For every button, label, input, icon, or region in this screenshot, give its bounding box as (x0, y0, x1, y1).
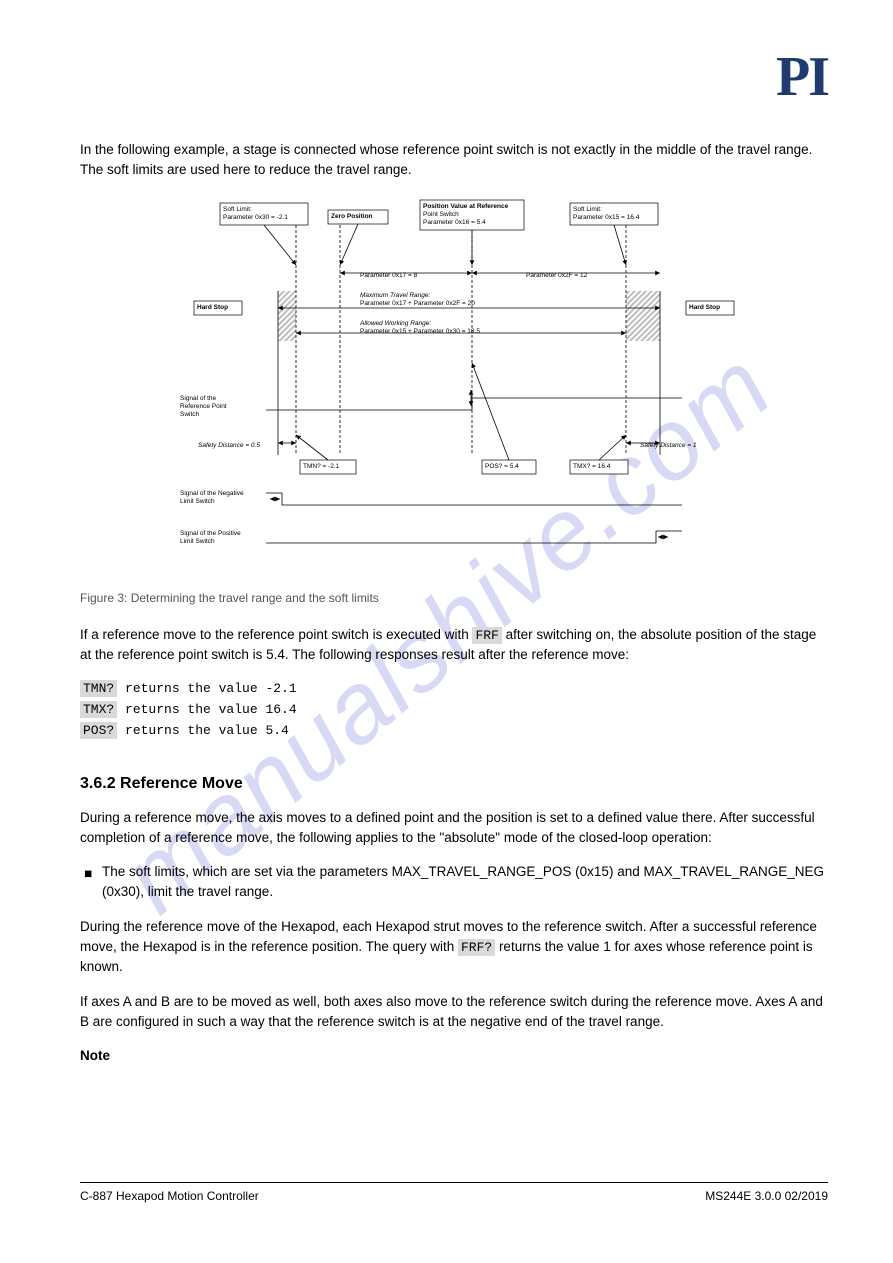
response-list: TMN? returns the value -2.1TMX? returns … (80, 679, 828, 741)
para1-pre: If a reference move to the reference poi… (80, 627, 472, 642)
section-heading-ref-move: 3.6.2 Reference Move (80, 772, 828, 796)
tmx-cmd: TMX? (80, 701, 117, 718)
para-hexapod-ref: During the reference move of the Hexapod… (80, 917, 828, 978)
svg-text:Maximum Travel Range:Parameter: Maximum Travel Range:Parameter 0x17 + Pa… (360, 292, 475, 307)
para-frf-intro: If a reference move to the reference poi… (80, 625, 828, 666)
frf-query-cmd: FRF? (458, 939, 495, 956)
bullet-marker: ■ (84, 864, 92, 884)
tmn-cmd: TMN? (80, 680, 117, 697)
svg-text:Zero Position: Zero Position (331, 213, 373, 220)
para-ref-move-1: During a reference move, the axis moves … (80, 808, 828, 849)
svg-text:Signal of the NegativeLimit Sw: Signal of the NegativeLimit Switch (180, 490, 244, 505)
svg-text:Safety Distance = 1: Safety Distance = 1 (640, 442, 697, 449)
svg-text:Hard Stop: Hard Stop (197, 304, 228, 311)
svg-text:TMN? = -2.1: TMN? = -2.1 (303, 463, 340, 470)
svg-text:Signal of the PositiveLimit Sw: Signal of the PositiveLimit Switch (180, 530, 241, 545)
figure-caption: Figure 3: Determining the travel range a… (80, 589, 828, 607)
svg-text:Hard Stop: Hard Stop (689, 304, 720, 311)
svg-text:Allowed Working Range:Paramete: Allowed Working Range:Parameter 0x15 + P… (359, 320, 480, 335)
svg-text:Signal of theReference PointSw: Signal of theReference PointSwitch (180, 395, 227, 418)
frf-cmd: FRF (472, 627, 501, 644)
footer-right: MS244E 3.0.0 02/2019 (705, 1189, 828, 1203)
note-label: Note (80, 1046, 828, 1066)
pi-logo: PI (776, 45, 828, 109)
travel-range-diagram: Soft Limit:Parameter 0x30 = -2.1Zero Pos… (172, 195, 737, 575)
intro-paragraph: In the following example, a stage is con… (80, 140, 828, 181)
page-footer: C-887 Hexapod Motion Controller MS244E 3… (80, 1182, 828, 1203)
para-axes-ab: If axes A and B are to be moved as well,… (80, 992, 828, 1033)
svg-text:TMX? = 16.4: TMX? = 16.4 (573, 463, 611, 470)
bullet-soft-limits: ■ The soft limits, which are set via the… (80, 862, 828, 903)
svg-text:Parameter 0x17 = 8: Parameter 0x17 = 8 (360, 272, 418, 279)
svg-text:POS? = 5.4: POS? = 5.4 (485, 463, 519, 470)
pos-cmd: POS? (80, 722, 117, 739)
svg-text:Safety Distance = 0.5: Safety Distance = 0.5 (198, 442, 260, 449)
bullet-text: The soft limits, which are set via the p… (102, 864, 824, 899)
footer-left: C-887 Hexapod Motion Controller (80, 1189, 259, 1203)
svg-text:Parameter 0x2F = 12: Parameter 0x2F = 12 (526, 272, 588, 279)
page-content: In the following example, a stage is con… (80, 140, 828, 1066)
